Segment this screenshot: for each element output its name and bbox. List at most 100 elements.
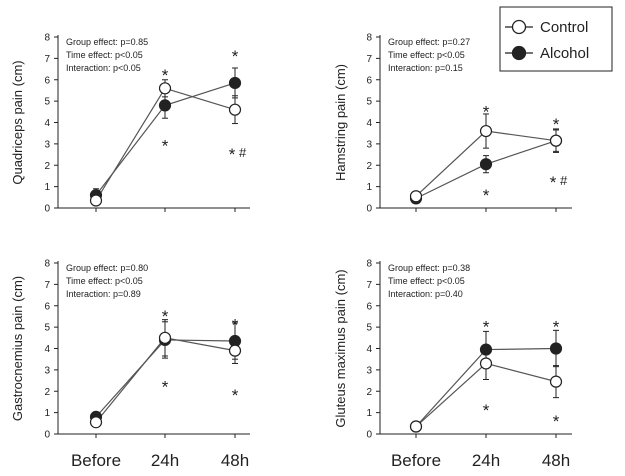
significance-mark-hash: # xyxy=(560,173,568,188)
point-control xyxy=(549,134,563,147)
legend-alcohol-label: Alcohol xyxy=(540,45,589,62)
y-tick-label: 0 xyxy=(366,430,372,441)
x-category-labels: Before 24h 48h Before 24h 48h xyxy=(71,451,570,470)
y-tick-label: 7 xyxy=(366,54,372,65)
y-tick-label: 2 xyxy=(366,387,372,398)
stats-line: Interaction: p=0.89 xyxy=(66,289,141,299)
significance-mark: * xyxy=(553,412,560,431)
panel-gastrocnemius: 0 1 2 3 4 5 6 7 8 Gastrocnemius pain (cm) Group ef… xyxy=(10,259,250,441)
point-alcohol xyxy=(479,343,493,356)
significance-mark: * xyxy=(162,378,169,397)
panels: 0 1 2 3 4 5 6 7 8 Quadriceps pain (cm) Group effec… xyxy=(10,33,572,441)
point-control xyxy=(409,420,423,433)
x-label-24h-right: 24h xyxy=(472,451,500,470)
significance-mark: * xyxy=(232,386,239,405)
y-tick-label: 3 xyxy=(366,365,372,376)
y-tick-label: 8 xyxy=(44,33,50,44)
y-tick-label: 5 xyxy=(366,323,372,334)
y-tick-label: 1 xyxy=(44,182,50,193)
y-tick-label: 0 xyxy=(366,204,372,215)
y-tick-label: 4 xyxy=(44,344,50,355)
y-tick-label: 4 xyxy=(44,118,50,129)
legend-control-marker xyxy=(511,19,527,35)
y-tick-label: 1 xyxy=(366,408,372,419)
point-control xyxy=(158,331,172,344)
y-tick-label: 5 xyxy=(44,323,50,334)
y-axis-label: Gastrocnemius pain (cm) xyxy=(10,276,25,421)
x-label-24h-left: 24h xyxy=(151,451,179,470)
significance-mark: * xyxy=(553,115,560,134)
stats-line: Time effect: p<0.05 xyxy=(388,50,465,60)
y-tick-label: 3 xyxy=(44,365,50,376)
significance-mark: * xyxy=(162,307,169,326)
significance-mark: * xyxy=(229,145,236,164)
legend-box xyxy=(499,6,613,72)
panel-gluteus: 0 1 2 3 4 5 6 7 8 Gluteus maximus pain (cm) Group … xyxy=(333,259,572,441)
significance-mark: * xyxy=(483,401,490,420)
y-tick-label: 6 xyxy=(366,75,372,86)
y-tick-label: 3 xyxy=(366,139,372,150)
significance-mark: * xyxy=(483,318,490,337)
stats-line: Time effect: p<0.05 xyxy=(388,276,465,286)
y-tick-label: 2 xyxy=(44,161,50,172)
point-alcohol xyxy=(228,76,242,90)
y-tick-label: 4 xyxy=(366,118,372,129)
y-tick-label: 6 xyxy=(44,75,50,86)
point-control xyxy=(228,344,242,357)
y-axis-label: Quadriceps pain (cm) xyxy=(10,60,25,184)
x-label-48h-left: 48h xyxy=(221,451,249,470)
y-tick-label: 6 xyxy=(44,301,50,312)
y-tick-label: 4 xyxy=(366,344,372,355)
point-control xyxy=(158,82,172,95)
point-alcohol xyxy=(479,158,493,171)
point-control xyxy=(479,357,493,370)
legend: Control Alcohol xyxy=(499,6,613,72)
stats-line: Interaction: p=0.15 xyxy=(388,63,463,73)
y-tick-label: 0 xyxy=(44,204,50,215)
legend-control-label: Control xyxy=(540,19,588,36)
significance-mark-hash: # xyxy=(239,145,247,160)
y-tick-label: 8 xyxy=(366,33,372,44)
y-tick-label: 2 xyxy=(366,161,372,172)
point-alcohol xyxy=(158,99,172,112)
x-label-before-left: Before xyxy=(71,451,121,470)
y-tick-label: 0 xyxy=(44,430,50,441)
significance-mark: * xyxy=(553,318,560,337)
stats-line: Interaction: p<0.05 xyxy=(66,63,141,73)
point-control xyxy=(89,416,103,429)
point-control xyxy=(89,194,103,207)
y-tick-label: 8 xyxy=(44,259,50,270)
stats-line: Time effect: p<0.05 xyxy=(66,50,143,60)
x-label-before-right: Before xyxy=(391,451,441,470)
y-tick-label: 7 xyxy=(44,280,50,291)
panel-hamstring: 0 1 2 3 4 5 6 7 8 Hamstring pain (cm) Group effect… xyxy=(333,33,572,215)
y-tick-label: 5 xyxy=(366,97,372,108)
point-control xyxy=(409,190,423,203)
significance-mark: * xyxy=(162,137,169,156)
y-tick-label: 8 xyxy=(366,259,372,270)
significance-mark: * xyxy=(550,173,557,192)
stats-line: Time effect: p<0.05 xyxy=(66,276,143,286)
y-axis-label: Hamstring pain (cm) xyxy=(333,64,348,181)
stats-line: Interaction: p=0.40 xyxy=(388,289,463,299)
stats-line: Group effect: p=0.38 xyxy=(388,263,470,273)
point-alcohol xyxy=(549,342,563,355)
significance-mark: * xyxy=(232,47,239,66)
y-tick-label: 1 xyxy=(366,182,372,193)
y-tick-label: 5 xyxy=(44,97,50,108)
y-tick-label: 7 xyxy=(366,280,372,291)
significance-mark: * xyxy=(162,66,169,85)
y-axis-label: Gluteus maximus pain (cm) xyxy=(333,269,348,427)
point-control xyxy=(228,103,242,116)
significance-mark: * xyxy=(483,102,490,121)
y-tick-label: 7 xyxy=(44,54,50,65)
legend-alcohol-marker xyxy=(511,45,527,61)
stats-line: Group effect: p=0.80 xyxy=(66,263,148,273)
point-control xyxy=(479,124,493,138)
x-label-48h-right: 48h xyxy=(542,451,570,470)
panel-quadriceps: 0 1 2 3 4 5 6 7 8 Quadriceps pain (cm) Group effec… xyxy=(10,33,250,215)
stats-line: Group effect: p=0.85 xyxy=(66,37,148,47)
y-tick-label: 1 xyxy=(44,408,50,419)
point-control xyxy=(549,375,563,388)
